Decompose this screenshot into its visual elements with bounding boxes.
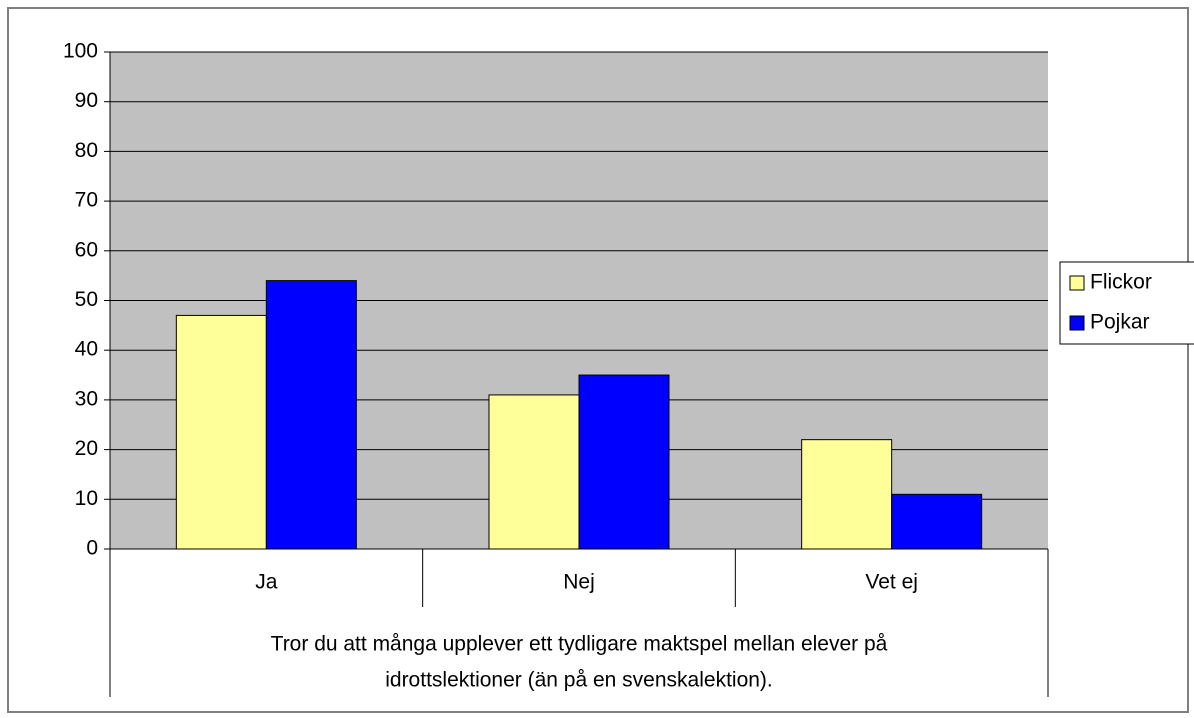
- bar: [488, 394, 580, 550]
- y-tick-label: 0: [86, 537, 98, 560]
- y-tick-label: 60: [75, 238, 98, 261]
- legend-swatch: [1069, 315, 1085, 331]
- legend-label: Pojkar: [1090, 311, 1150, 334]
- bar: [265, 280, 357, 550]
- legend-label: Flickor: [1090, 271, 1152, 294]
- x-axis-title: idrottslektioner (än på en svenskalektio…: [385, 669, 773, 692]
- bar: [578, 374, 670, 550]
- x-tick-label: Ja: [255, 571, 278, 594]
- y-tick-label: 40: [75, 338, 98, 361]
- y-tick-label: 10: [75, 487, 98, 510]
- x-tick-label: Nej: [563, 571, 595, 594]
- x-axis-title: Tror du att många upplever ett tydligare…: [271, 633, 888, 656]
- y-tick-label: 70: [75, 189, 98, 212]
- y-tick-label: 100: [63, 40, 98, 63]
- y-tick-label: 80: [75, 139, 98, 162]
- y-tick-label: 30: [75, 387, 98, 410]
- legend-swatch: [1069, 275, 1085, 291]
- y-tick-label: 20: [75, 437, 98, 460]
- bar: [175, 314, 267, 550]
- bar: [891, 493, 983, 550]
- x-tick-label: Vet ej: [865, 571, 918, 594]
- y-tick-label: 50: [75, 288, 98, 311]
- y-tick-label: 90: [75, 89, 98, 112]
- bar: [801, 439, 893, 550]
